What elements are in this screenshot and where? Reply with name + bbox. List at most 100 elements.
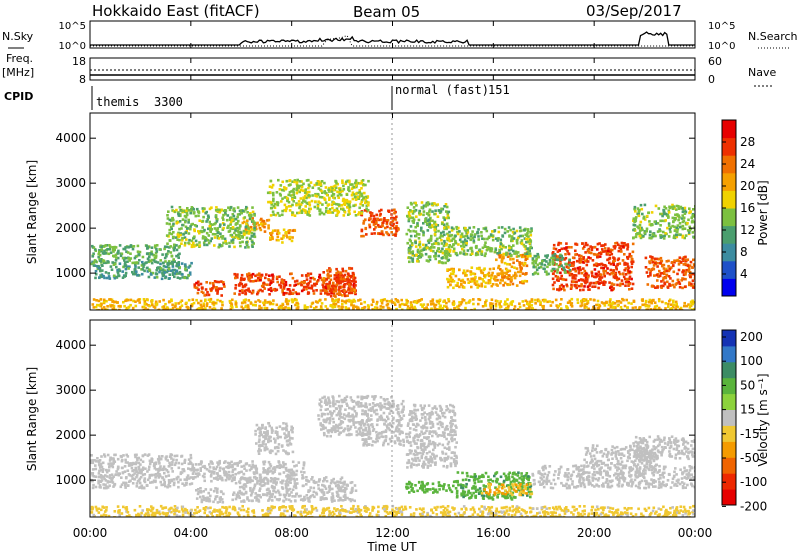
power-cell	[211, 302, 214, 305]
power-cell	[234, 302, 238, 305]
power-cell	[527, 253, 530, 256]
power-cell	[672, 236, 676, 239]
power-cell	[455, 252, 458, 255]
power-cell	[518, 302, 521, 305]
power-cell	[135, 254, 139, 258]
power-region-16	[531, 252, 572, 276]
power-cell	[632, 300, 636, 303]
power-cell	[633, 224, 637, 227]
power-cell	[625, 298, 628, 302]
power-cell	[341, 305, 344, 309]
power-cell	[163, 247, 166, 251]
power-cell	[487, 236, 491, 239]
power-cell	[409, 239, 412, 243]
power-cell	[180, 239, 184, 242]
power-cell	[677, 281, 681, 284]
power-cell	[192, 212, 196, 215]
power-cell	[638, 233, 642, 236]
power-cell	[666, 280, 669, 284]
power-cell	[643, 218, 647, 221]
power-cell	[380, 208, 383, 212]
power-cell	[324, 186, 328, 189]
power-cell	[395, 215, 398, 219]
power-cell	[659, 229, 662, 233]
power-cell	[574, 249, 577, 253]
power-cell	[340, 207, 343, 211]
power-cell	[529, 233, 533, 237]
velocity-cell	[126, 455, 130, 458]
power-cell	[668, 268, 671, 271]
power-cell	[165, 222, 169, 225]
power-cell	[610, 285, 614, 288]
power-cell	[185, 213, 189, 217]
power-cell	[600, 301, 604, 304]
power-cell	[468, 299, 472, 302]
power-cell	[336, 270, 340, 274]
power-cell	[630, 260, 633, 264]
velocity-cell	[280, 481, 284, 485]
velocity-cell	[126, 469, 130, 472]
power-cell	[690, 282, 693, 286]
power-cell	[284, 187, 287, 191]
power-cell	[219, 232, 222, 235]
power-cell	[595, 262, 598, 265]
power-cell	[178, 307, 181, 310]
power-cell	[541, 259, 544, 263]
power-cell	[574, 242, 577, 246]
velocity-cell	[199, 495, 202, 499]
power-cell	[271, 235, 274, 239]
power-cell	[353, 276, 357, 280]
power-cell	[290, 239, 294, 243]
power-cell	[394, 226, 398, 230]
power-cell	[312, 292, 316, 295]
power-cell	[309, 305, 313, 308]
power-cell	[198, 219, 201, 222]
power-cell	[253, 225, 256, 228]
power-cell	[640, 226, 643, 230]
power-cell	[415, 204, 418, 207]
power-cell	[300, 274, 304, 277]
power-cell	[447, 210, 451, 214]
power-cell	[256, 273, 259, 277]
power-cell	[665, 273, 669, 277]
power-cell	[525, 272, 528, 275]
power-cell	[118, 269, 122, 273]
power-cell	[587, 288, 590, 291]
velocity-cell	[97, 463, 101, 466]
power-cell	[173, 272, 177, 275]
power-cell	[503, 227, 507, 231]
power-cell	[411, 307, 415, 310]
power-cell	[271, 308, 274, 310]
power-cell	[175, 208, 178, 212]
power-cell	[614, 273, 618, 277]
power-cell	[369, 211, 372, 214]
power-cell	[344, 198, 348, 202]
power-cell	[306, 282, 309, 286]
power-cell	[610, 288, 613, 292]
power-cell	[122, 247, 125, 251]
power-cell	[319, 305, 323, 308]
power-cell	[306, 213, 309, 216]
power-cell	[215, 220, 219, 223]
power-cell	[183, 236, 187, 239]
power-cell	[578, 257, 581, 260]
power-cell	[296, 282, 300, 286]
velocity-cell	[135, 456, 139, 460]
power-cell	[291, 236, 294, 239]
velocity-cell	[218, 497, 222, 500]
power-cell	[432, 249, 435, 253]
power-cell	[476, 286, 479, 289]
velocity-cell	[249, 494, 253, 497]
power-cell	[91, 255, 94, 258]
power-cell	[624, 284, 627, 287]
power-cell	[306, 306, 309, 309]
power-cell	[647, 268, 650, 271]
velocity-cell	[106, 475, 109, 478]
velocity-cell	[90, 454, 93, 457]
power-cell	[265, 283, 269, 286]
power-cell	[501, 258, 504, 261]
velocity-cell	[340, 489, 344, 493]
power-cell	[677, 207, 681, 210]
power-cell	[416, 248, 420, 252]
power-cell	[228, 218, 232, 221]
